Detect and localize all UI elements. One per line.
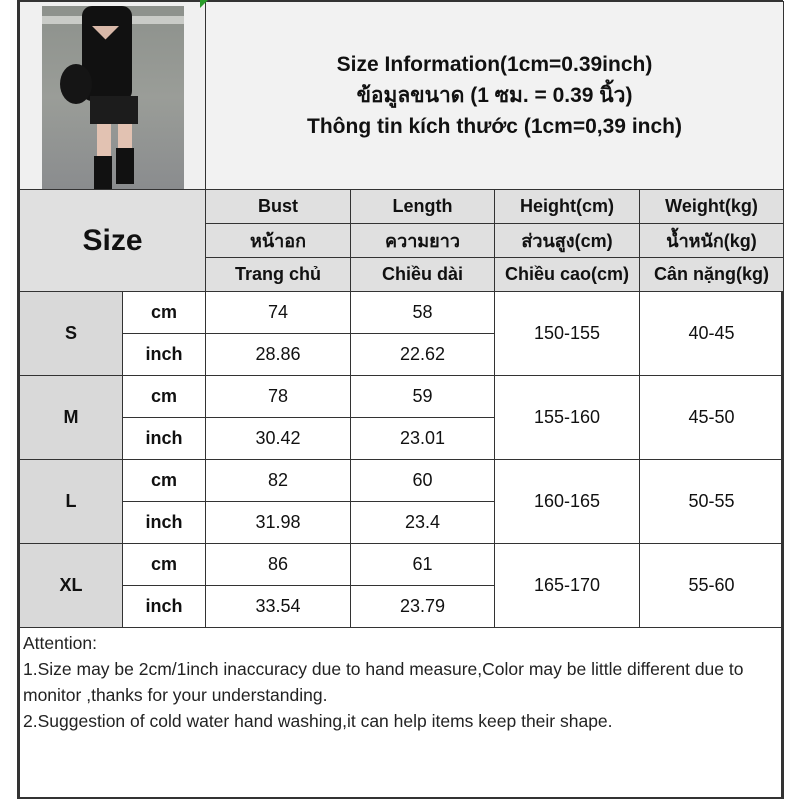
col-bust-en: Bust <box>205 189 351 224</box>
size-cell: L <box>19 459 123 544</box>
col-weight-th: น้ำหนัก(kg) <box>638 223 785 258</box>
size-header: Size <box>19 189 206 292</box>
height-range: 150-155 <box>494 291 640 376</box>
title-en: Size Information(1cm=0.39inch) <box>336 53 653 76</box>
bust-cm: 86 <box>205 543 351 586</box>
length-inch: 23.79 <box>350 585 495 628</box>
col-length-vi: Chiều dài <box>350 257 495 292</box>
unit-cm: cm <box>122 543 206 586</box>
col-weight-vi: Cân nặng(kg) <box>638 257 785 292</box>
col-height-vi: Chiều cao(cm) <box>494 257 640 292</box>
unit-inch: inch <box>122 585 206 628</box>
size-chart: Size Information(1cm=0.39inch) ข้อมูลขนา… <box>17 0 785 799</box>
unit-inch: inch <box>122 501 206 544</box>
weight-range: 50-55 <box>638 459 785 544</box>
bust-inch: 30.42 <box>205 417 351 460</box>
col-length-en: Length <box>350 189 495 224</box>
table-row: M cm 78 59 155-160 45-50 <box>19 375 785 460</box>
title-th: ข้อมูลขนาด (1 ซม. = 0.39 นิ้ว) <box>356 84 633 107</box>
size-cell: S <box>19 291 123 376</box>
length-inch: 23.01 <box>350 417 495 460</box>
table-row: inch 30.42 23.01 <box>20 417 784 460</box>
bust-inch: 28.86 <box>205 333 351 376</box>
size-table: Size Information(1cm=0.39inch) ข้อมูลขนา… <box>18 1 785 799</box>
product-photo <box>41 5 184 189</box>
unit-inch: inch <box>122 417 206 460</box>
attention-title: Attention: <box>23 633 97 653</box>
length-cm: 59 <box>350 375 495 418</box>
col-weight-en: Weight(kg) <box>638 189 785 224</box>
col-height-en: Height(cm) <box>494 189 640 224</box>
weight-range: 45-50 <box>638 375 785 460</box>
col-bust-vi: Trang chủ <box>205 257 351 292</box>
title-vi: Thông tin kích thước (1cm=0,39 inch) <box>307 115 682 138</box>
table-row: L cm 82 60 160-165 50-55 <box>19 459 785 544</box>
weight-range: 40-45 <box>638 291 785 376</box>
unit-cm: cm <box>122 459 206 502</box>
length-inch: 23.4 <box>350 501 495 544</box>
table-row: XL cm 86 61 165-170 55-60 <box>19 543 785 628</box>
length-cm: 58 <box>350 291 495 334</box>
size-cell: XL <box>19 543 123 628</box>
size-info-title: Size Information(1cm=0.39inch) ข้อมูลขนา… <box>204 1 785 190</box>
length-inch: 22.62 <box>350 333 495 376</box>
unit-inch: inch <box>122 333 206 376</box>
height-range: 155-160 <box>494 375 640 460</box>
attention-line-2: 2.Suggestion of cold water hand washing,… <box>23 711 613 731</box>
weight-range: 55-60 <box>638 543 785 628</box>
bust-inch: 33.54 <box>205 585 351 628</box>
bust-inch: 31.98 <box>205 501 351 544</box>
col-height-th: ส่วนสูง(cm) <box>494 223 640 258</box>
attention-line-1: 1.Size may be 2cm/1inch inaccuracy due t… <box>23 659 744 705</box>
bust-cm: 82 <box>205 459 351 502</box>
col-bust-th: หน้าอก <box>205 223 351 258</box>
height-range: 160-165 <box>494 459 640 544</box>
length-cm: 60 <box>350 459 495 502</box>
bust-cm: 74 <box>205 291 351 334</box>
table-row: inch 28.86 22.62 <box>20 333 784 376</box>
size-cell: M <box>19 375 123 460</box>
bust-cm: 78 <box>205 375 351 418</box>
attention-notes: Attention: 1.Size may be 2cm/1inch inacc… <box>18 627 785 799</box>
table-row: inch 31.98 23.4 <box>20 501 784 544</box>
table-row: S cm 74 58 150-155 40-45 <box>19 291 785 376</box>
length-cm: 61 <box>350 543 495 586</box>
corner-flag-icon <box>200 0 208 8</box>
unit-cm: cm <box>122 375 206 418</box>
product-photo-cell <box>19 1 206 190</box>
col-length-th: ความยาว <box>350 223 495 258</box>
height-range: 165-170 <box>494 543 640 628</box>
table-row: inch 33.54 23.79 <box>20 585 784 628</box>
unit-cm: cm <box>122 291 206 334</box>
